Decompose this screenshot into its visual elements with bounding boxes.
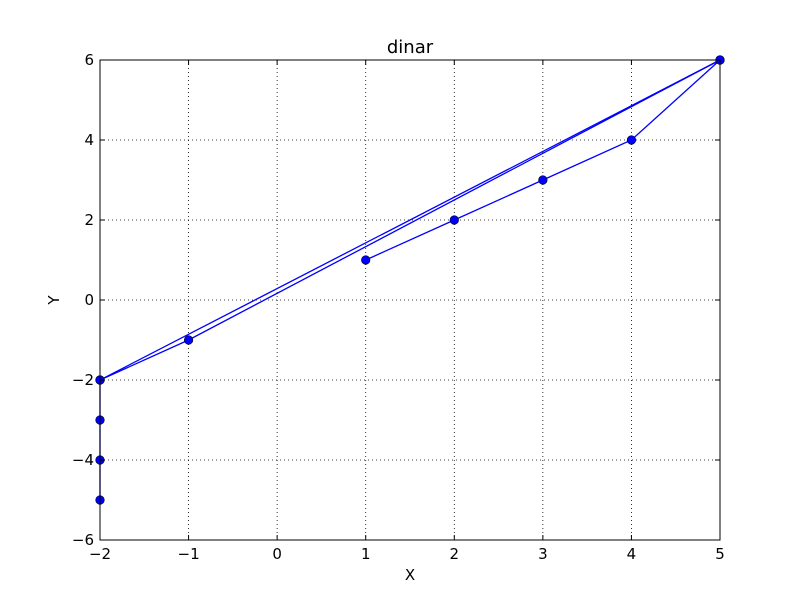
data-point <box>626 135 637 145</box>
y-tick-label: −4 <box>72 451 94 469</box>
x-axis-label: X <box>405 566 415 584</box>
data-point <box>361 255 371 265</box>
axis-ticks: −2 −1 0 1 2 3 4 5 −6 −4 −2 0 2 4 6 <box>72 51 725 563</box>
data-point <box>538 175 548 185</box>
y-axis-label: Y <box>45 295 63 306</box>
x-tick-label: 1 <box>361 545 371 563</box>
y-tick-label: 4 <box>84 131 94 149</box>
x-tick-label: 5 <box>715 545 725 563</box>
y-tick-label: −2 <box>72 371 94 389</box>
data-point <box>449 215 459 225</box>
y-tick-label: 0 <box>84 291 94 309</box>
x-tick-label: 2 <box>450 545 460 563</box>
x-tick-label: −2 <box>89 545 111 563</box>
x-tick-label: 0 <box>272 545 282 563</box>
x-tick-label: 3 <box>538 545 548 563</box>
chart-title: dinar <box>387 37 434 58</box>
x-tick-label: 4 <box>627 545 637 563</box>
data-point <box>183 335 194 345</box>
x-tick-label: −1 <box>178 545 200 563</box>
y-tick-label: 2 <box>84 211 94 229</box>
y-tick-label: 6 <box>84 51 94 69</box>
y-tick-label: −6 <box>72 531 94 549</box>
